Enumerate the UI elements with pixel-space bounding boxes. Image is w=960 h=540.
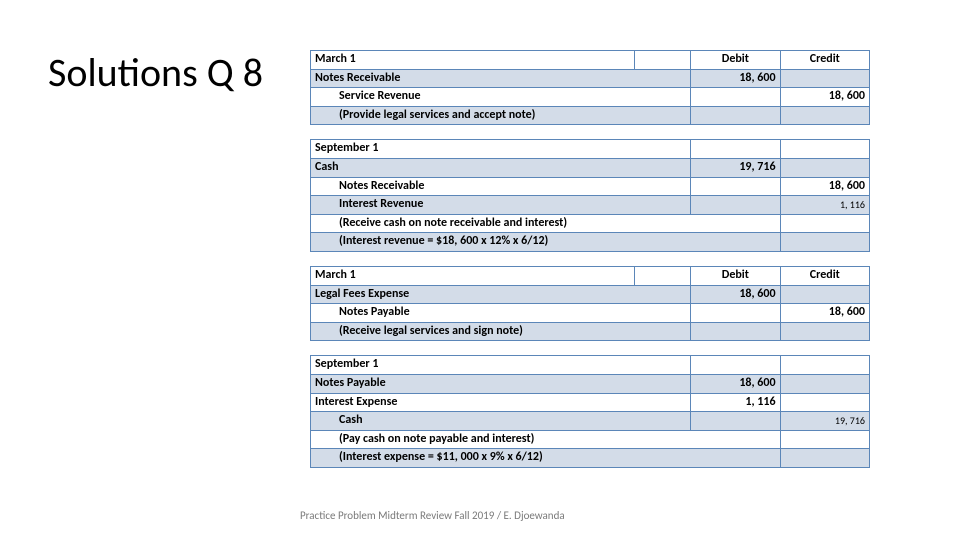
table-cell: 18, 600 (780, 177, 869, 196)
table-cell (691, 196, 780, 215)
table-row: (Receive cash on note receivable and int… (311, 214, 870, 233)
table-cell: (Receive legal services and sign note) (311, 322, 691, 341)
table-cell: (Interest revenue = $18, 600 x 12% x 6/1… (311, 233, 781, 252)
table-cell: 18, 600 (691, 374, 780, 393)
table-cell: 18, 600 (780, 88, 869, 107)
table-row: Service Revenue 18, 600 (311, 88, 870, 107)
table-cell (780, 140, 869, 159)
table-cell (691, 140, 780, 159)
table-cell: 18, 600 (691, 69, 780, 88)
table-row: Notes Receivable18, 600 (311, 69, 870, 88)
table-cell: Credit (780, 266, 869, 285)
table-cell (691, 88, 780, 107)
table-cell (635, 51, 691, 70)
table-cell: 1, 116 (780, 196, 869, 215)
table-cell: Notes Receivable (311, 177, 691, 196)
table-row: March 1 DebitCredit (311, 51, 870, 70)
table-cell (780, 374, 869, 393)
table-row: Cash 19, 716 (311, 412, 870, 431)
table-cell (691, 106, 780, 125)
table-row: September 1 (311, 140, 870, 159)
table-cell: 18, 600 (691, 285, 780, 304)
table-cell (780, 106, 869, 125)
table-cell: Debit (691, 51, 780, 70)
journal-entry-table: September 1Cash19, 716Notes Receivable 18… (310, 139, 870, 252)
table-cell: Cash (311, 412, 691, 431)
table-row: March 1 DebitCredit (311, 266, 870, 285)
table-cell (780, 214, 869, 233)
table-cell (691, 412, 780, 431)
table-cell: (Pay cash on note payable and interest) (311, 430, 781, 449)
table-cell: 19, 716 (691, 158, 780, 177)
table-row: (Interest expense = $11, 000 x 9% x 6/12… (311, 449, 870, 468)
table-row: (Pay cash on note payable and interest) (311, 430, 870, 449)
table-cell (691, 356, 780, 375)
table-cell: Credit (780, 51, 869, 70)
table-cell (691, 304, 780, 323)
table-cell: Service Revenue (311, 88, 691, 107)
table-cell (780, 322, 869, 341)
table-row: Notes Payable18, 600 (311, 374, 870, 393)
table-cell: (Provide legal services and accept note) (311, 106, 691, 125)
journal-entry-table: March 1DebitCreditLegal Fees Expense18, … (310, 266, 870, 341)
table-cell: Interest Expense (311, 393, 691, 412)
table-cell (635, 266, 691, 285)
table-row: Interest Revenue 1, 116 (311, 196, 870, 215)
table-row: (Receive legal services and sign note) (311, 322, 870, 341)
table-cell (780, 285, 869, 304)
journal-entry-table: March 1DebitCreditNotes Receivable18, 60… (310, 50, 870, 125)
table-row: Cash19, 716 (311, 158, 870, 177)
journal-entry-tables: March 1DebitCreditNotes Receivable18, 60… (310, 50, 870, 482)
table-cell: Cash (311, 158, 691, 177)
footer-text: Practice Problem Midterm Review Fall 201… (300, 509, 565, 522)
table-cell: September 1 (311, 140, 691, 159)
table-cell (780, 393, 869, 412)
table-cell (780, 430, 869, 449)
table-row: Legal Fees Expense18, 600 (311, 285, 870, 304)
table-cell: Debit (691, 266, 780, 285)
table-cell: Notes Payable (311, 304, 691, 323)
table-cell: September 1 (311, 356, 691, 375)
table-row: Notes Receivable 18, 600 (311, 177, 870, 196)
table-row: (Provide legal services and accept note) (311, 106, 870, 125)
table-cell (780, 356, 869, 375)
table-cell: 19, 716 (780, 412, 869, 431)
table-row: Interest Expense1, 116 (311, 393, 870, 412)
table-cell (780, 69, 869, 88)
table-cell (691, 322, 780, 341)
table-cell: Legal Fees Expense (311, 285, 691, 304)
table-cell: (Receive cash on note receivable and int… (311, 214, 781, 233)
table-cell (691, 177, 780, 196)
page-title: Solutions Q 8 (48, 48, 263, 97)
table-cell: March 1 (311, 51, 635, 70)
table-cell: 1, 116 (691, 393, 780, 412)
table-row: Notes Payable 18, 600 (311, 304, 870, 323)
table-cell: Notes Payable (311, 374, 691, 393)
table-row: (Interest revenue = $18, 600 x 12% x 6/1… (311, 233, 870, 252)
table-cell: 18, 600 (780, 304, 869, 323)
table-cell (780, 449, 869, 468)
table-cell (780, 233, 869, 252)
table-cell (780, 158, 869, 177)
journal-entry-table: September 1Notes Payable18, 600Interest … (310, 355, 870, 468)
table-cell: Interest Revenue (311, 196, 691, 215)
table-row: September 1 (311, 356, 870, 375)
table-cell: Notes Receivable (311, 69, 691, 88)
table-cell: March 1 (311, 266, 635, 285)
table-cell: (Interest expense = $11, 000 x 9% x 6/12… (311, 449, 781, 468)
